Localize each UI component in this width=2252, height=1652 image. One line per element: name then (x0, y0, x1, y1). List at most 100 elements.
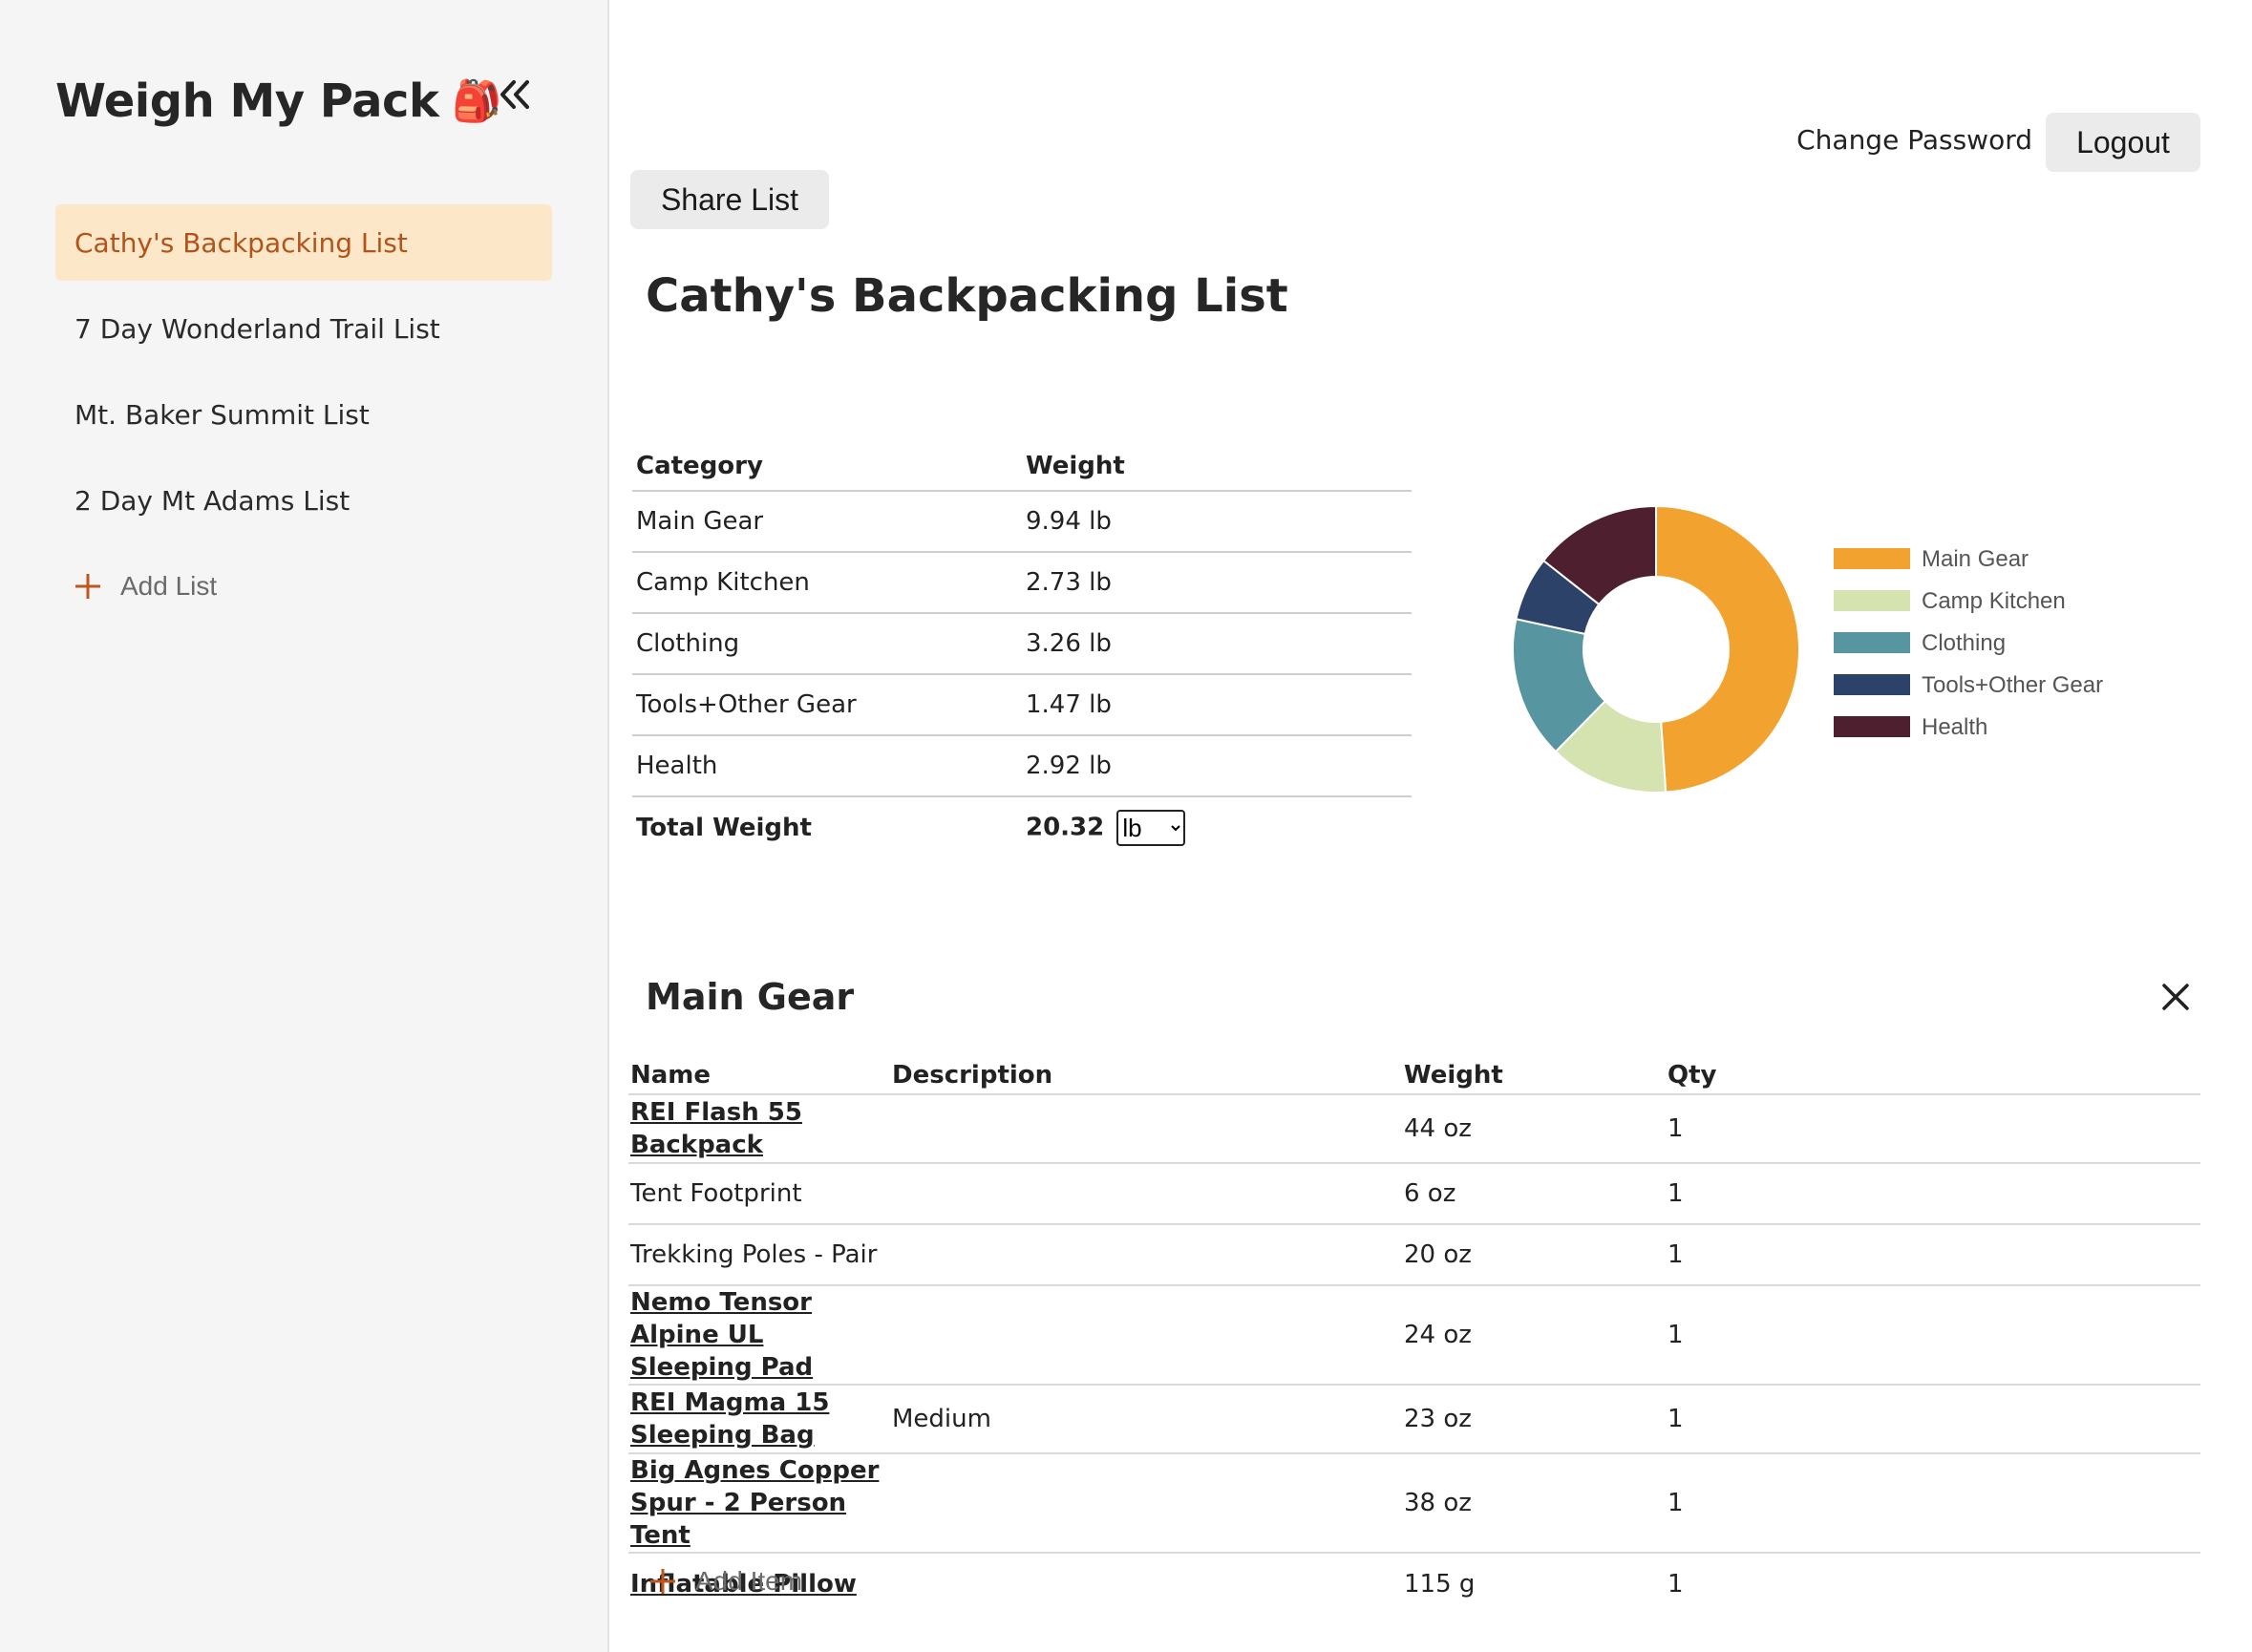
table-row[interactable]: Inflatable Pillow 115 g 1 (628, 1553, 2200, 1614)
legend-label: Tools+Other Gear (1922, 672, 2103, 698)
category-name: Main Gear (632, 491, 1022, 553)
legend-swatch (1834, 674, 1910, 695)
item-qty: 1 (1666, 1094, 2200, 1164)
summary-row[interactable]: Clothing 3.26 lb (632, 613, 1412, 675)
item-weight: 6 oz (1402, 1163, 1666, 1225)
item-name-link[interactable]: Big Agnes Copper Spur - 2 Person Tent (630, 1456, 880, 1550)
item-name: Tent Footprint (628, 1163, 890, 1225)
category-weight: 2.92 lb (1022, 735, 1412, 797)
item-description: Medium (890, 1385, 1402, 1454)
plus-icon (650, 1569, 675, 1594)
qty-column-header: Qty (1666, 1056, 2200, 1095)
backpack-icon: 🎒 (452, 77, 502, 124)
unit-select[interactable]: lb (1116, 809, 1186, 846)
item-qty: 1 (1668, 1569, 1684, 1599)
item-description (890, 1285, 1402, 1386)
item-weight: 24 oz (1402, 1285, 1666, 1386)
logout-button[interactable]: Logout (2046, 113, 2200, 172)
legend-label: Main Gear (1922, 546, 2029, 572)
sidebar-item-label: 2 Day Mt Adams List (74, 484, 351, 517)
item-description (890, 1453, 1402, 1554)
item-description (890, 1163, 1402, 1225)
donut-slice-health[interactable] (1541, 504, 1657, 606)
category-summary-table: Category Weight Main Gear 9.94 lb Camp K… (632, 441, 1412, 858)
category-weight: 9.94 lb (1022, 491, 1412, 553)
table-row[interactable]: Tent Footprint 6 oz 1 (628, 1163, 2200, 1225)
item-qty: 1 (1666, 1385, 2200, 1454)
collapse-sidebar-icon[interactable] (495, 71, 537, 118)
item-qty: 1 (1666, 1224, 2200, 1286)
legend-label: Clothing (1922, 630, 2006, 656)
close-icon[interactable] (2156, 978, 2195, 1016)
legend-swatch (1834, 590, 1910, 611)
item-name-link[interactable]: Nemo Tensor Alpine UL Sleeping Pad (630, 1288, 814, 1382)
category-weight: 3.26 lb (1022, 613, 1412, 675)
legend-swatch (1834, 632, 1910, 653)
category-column-header: Category (632, 441, 1022, 492)
summary-row[interactable]: Health 2.92 lb (632, 735, 1412, 797)
category-weight: 1.47 lb (1022, 674, 1412, 736)
weight-donut-chart: Main Gear Camp Kitchen Clothing Tools+Other… (1512, 504, 2103, 794)
sidebar: Weigh My Pack 🎒 Cathy's Backpacking List… (0, 0, 609, 1652)
add-item-button[interactable]: Add Item (648, 1566, 802, 1597)
plus-icon (75, 574, 100, 599)
total-weight-value: 20.32 (1026, 813, 1105, 841)
item-weight: 23 oz (1402, 1385, 1666, 1454)
total-weight-cell: 20.32 lb (1022, 796, 1412, 858)
name-column-header: Name (628, 1056, 890, 1095)
category-name: Tools+Other Gear (632, 674, 1022, 736)
table-row[interactable]: Big Agnes Copper Spur - 2 Person Tent 38… (628, 1453, 2200, 1554)
share-list-button[interactable]: Share List (630, 170, 829, 229)
category-name: Clothing (632, 613, 1022, 675)
category-items-table: Name Description Weight Qty REI Flash 55… (628, 1056, 2200, 1614)
total-weight-row: Total Weight 20.32 lb (632, 796, 1412, 858)
total-weight-label: Total Weight (636, 813, 812, 842)
item-name-link[interactable]: Inflatable Pillow (630, 1569, 857, 1599)
summary-row[interactable]: Tools+Other Gear 1.47 lb (632, 674, 1412, 736)
sidebar-item-label: Mt. Baker Summit List (74, 398, 370, 431)
add-list-button[interactable]: Add List (73, 571, 217, 602)
item-weight: 44 oz (1402, 1094, 1666, 1164)
summary-row[interactable]: Main Gear 9.94 lb (632, 491, 1412, 553)
item-description (890, 1553, 1402, 1614)
page-title: Cathy's Backpacking List (646, 269, 1288, 323)
category-name: Health (632, 735, 1022, 797)
weight-column-header: Weight (1022, 441, 1412, 492)
sidebar-item-2-day-mt-adams-list[interactable]: 2 Day Mt Adams List (55, 462, 552, 539)
table-row[interactable]: REI Magma 15 Sleeping Bag Medium 23 oz 1 (628, 1385, 2200, 1454)
table-row[interactable]: Nemo Tensor Alpine UL Sleeping Pad 24 oz… (628, 1285, 2200, 1386)
app-title: Weigh My Pack (55, 74, 439, 128)
sidebar-item-label: Cathy's Backpacking List (74, 226, 408, 259)
table-row[interactable]: Trekking Poles - Pair 20 oz 1 (628, 1224, 2200, 1286)
items-header-row: Name Description Weight Qty (628, 1056, 2200, 1095)
summary-header-row: Category Weight (632, 441, 1412, 492)
add-item-label: Add Item (695, 1566, 803, 1596)
item-qty: 1 (1666, 1285, 2200, 1386)
table-row[interactable]: REI Flash 55 Backpack 44 oz 1 (628, 1094, 2200, 1164)
item-weight: 115 g (1404, 1569, 1476, 1599)
category-section-title: Main Gear (646, 976, 855, 1018)
sidebar-item-cathys-backpacking-list[interactable]: Cathy's Backpacking List (55, 204, 552, 281)
item-description (890, 1094, 1402, 1164)
item-weight: 20 oz (1402, 1224, 1666, 1286)
add-list-label: Add List (120, 571, 218, 601)
category-weight: 2.73 lb (1022, 552, 1412, 614)
item-description (890, 1224, 1402, 1286)
category-name: Camp Kitchen (632, 552, 1022, 614)
donut-slice-main-gear[interactable] (1655, 504, 1800, 794)
summary-row[interactable]: Camp Kitchen 2.73 lb (632, 552, 1412, 614)
sidebar-item-7-day-wonderland-trail-list[interactable]: 7 Day Wonderland Trail List (55, 290, 552, 367)
item-qty: 1 (1666, 1163, 2200, 1225)
sidebar-item-label: 7 Day Wonderland Trail List (74, 312, 440, 345)
item-name: Trekking Poles - Pair (628, 1224, 890, 1286)
legend-swatch (1834, 548, 1910, 569)
legend-label: Health (1922, 714, 1987, 740)
list-nav: Cathy's Backpacking List 7 Day Wonderlan… (55, 204, 552, 548)
sidebar-item-mt-baker-summit-list[interactable]: Mt. Baker Summit List (55, 376, 552, 453)
weight-column-header: Weight (1402, 1056, 1666, 1095)
change-password-link[interactable]: Change Password (1796, 124, 2032, 156)
item-weight: 38 oz (1402, 1453, 1666, 1554)
item-name-link[interactable]: REI Magma 15 Sleeping Bag (630, 1388, 830, 1450)
item-name-link[interactable]: REI Flash 55 Backpack (630, 1098, 802, 1159)
app-brand: Weigh My Pack 🎒 (55, 74, 502, 128)
